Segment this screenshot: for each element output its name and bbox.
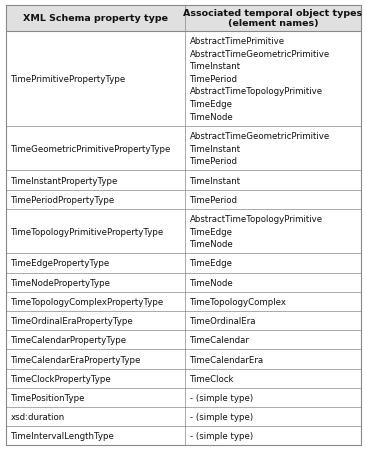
Text: AbstractTimeGeometricPrimitive: AbstractTimeGeometricPrimitive <box>190 50 330 59</box>
Text: TimeCalendarPropertyType: TimeCalendarPropertyType <box>11 336 127 345</box>
Text: TimePrimitivePropertyType: TimePrimitivePropertyType <box>11 75 126 84</box>
Text: TimePeriodPropertyType: TimePeriodPropertyType <box>11 195 115 204</box>
Text: TimeCalendarEraPropertyType: TimeCalendarEraPropertyType <box>11 355 142 364</box>
Text: AbstractTimeTopologyPrimitive: AbstractTimeTopologyPrimitive <box>190 87 323 96</box>
Text: TimeNode: TimeNode <box>190 240 234 249</box>
Text: TimeOrdinalEraPropertyType: TimeOrdinalEraPropertyType <box>11 317 134 325</box>
Text: TimeTopologyComplexPropertyType: TimeTopologyComplexPropertyType <box>11 297 164 306</box>
Text: AbstractTimePrimitive: AbstractTimePrimitive <box>190 37 285 46</box>
Text: TimeCalendarEra: TimeCalendarEra <box>190 355 264 364</box>
Text: TimeOrdinalEra: TimeOrdinalEra <box>190 317 257 325</box>
Text: TimeGeometricPrimitivePropertyType: TimeGeometricPrimitivePropertyType <box>11 144 171 153</box>
Text: Associated temporal object types
(element names): Associated temporal object types (elemen… <box>184 9 363 28</box>
Text: TimeEdge: TimeEdge <box>190 100 233 109</box>
Text: TimeEdgePropertyType: TimeEdgePropertyType <box>11 259 110 268</box>
Text: TimeTopologyComplex: TimeTopologyComplex <box>190 297 287 306</box>
Text: - (simple type): - (simple type) <box>190 393 253 402</box>
Text: TimeClockPropertyType: TimeClockPropertyType <box>11 374 112 383</box>
Text: - (simple type): - (simple type) <box>190 412 253 421</box>
Text: TimeEdge: TimeEdge <box>190 227 233 236</box>
Text: TimeNode: TimeNode <box>190 113 234 121</box>
Text: AbstractTimeGeometricPrimitive: AbstractTimeGeometricPrimitive <box>190 132 330 141</box>
Text: TimeInstant: TimeInstant <box>190 62 241 71</box>
Text: TimePeriod: TimePeriod <box>190 195 238 204</box>
Text: TimeClock: TimeClock <box>190 374 235 383</box>
Text: TimeNode: TimeNode <box>190 278 234 287</box>
Text: - (simple type): - (simple type) <box>190 432 253 440</box>
Text: TimeInstantPropertyType: TimeInstantPropertyType <box>11 176 119 185</box>
Text: TimeEdge: TimeEdge <box>190 259 233 268</box>
Text: XML Schema property type: XML Schema property type <box>22 14 168 23</box>
Text: TimePositionType: TimePositionType <box>11 393 86 402</box>
Text: TimeIntervalLengthType: TimeIntervalLengthType <box>11 432 115 440</box>
Text: TimeNodePropertyType: TimeNodePropertyType <box>11 278 111 287</box>
Text: TimePeriod: TimePeriod <box>190 75 238 84</box>
Text: TimeCalendar: TimeCalendar <box>190 336 250 345</box>
Text: TimeInstant: TimeInstant <box>190 144 241 153</box>
Text: TimePeriod: TimePeriod <box>190 157 238 166</box>
Text: TimeInstant: TimeInstant <box>190 176 241 185</box>
Text: AbstractTimeTopologyPrimitive: AbstractTimeTopologyPrimitive <box>190 215 323 223</box>
Text: TimeTopologyPrimitivePropertyType: TimeTopologyPrimitivePropertyType <box>11 227 164 236</box>
Text: xsd:duration: xsd:duration <box>11 412 65 421</box>
Bar <box>6 5 361 32</box>
